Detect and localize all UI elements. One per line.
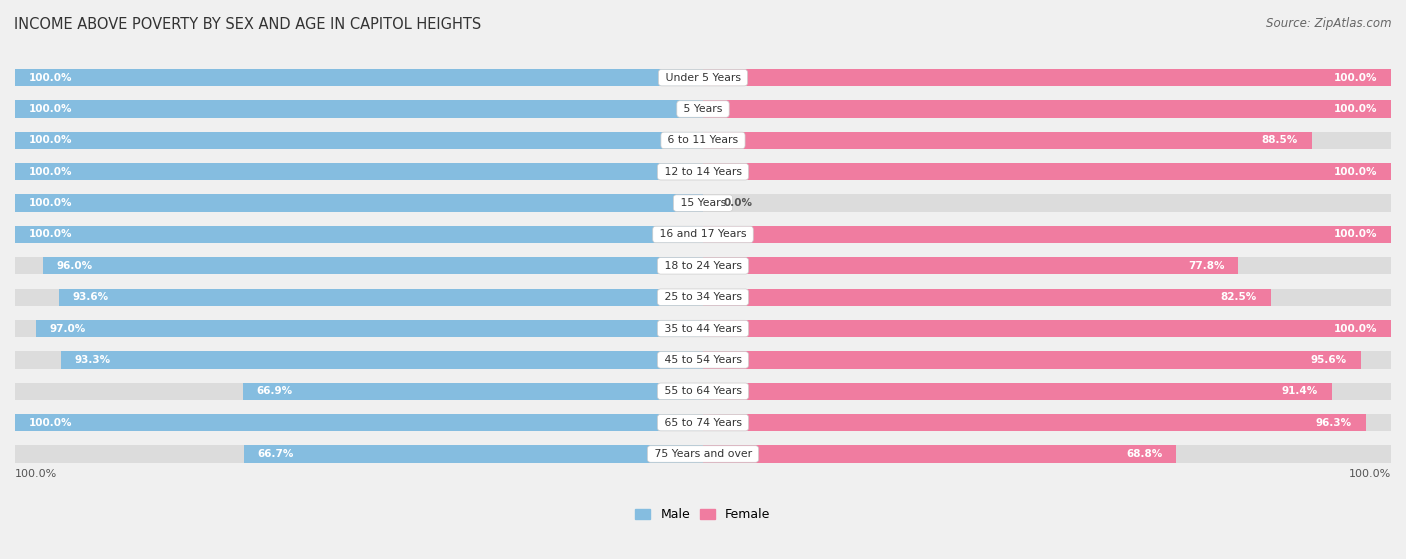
Bar [703,226,1391,243]
Text: 18 to 24 Years: 18 to 24 Years [661,261,745,271]
Bar [59,288,703,306]
Text: 82.5%: 82.5% [1220,292,1257,302]
Bar [15,101,703,117]
Text: 65 to 74 Years: 65 to 74 Years [661,418,745,428]
Bar [703,101,1391,117]
Bar [243,383,703,400]
Text: 25 to 34 Years: 25 to 34 Years [661,292,745,302]
Text: 100.0%: 100.0% [28,418,72,428]
Text: 100.0%: 100.0% [28,167,72,177]
Text: 66.9%: 66.9% [256,386,292,396]
Bar [15,69,703,86]
Bar [42,257,703,274]
Bar [15,226,703,243]
Bar [15,132,703,149]
Text: 93.3%: 93.3% [75,355,111,365]
Bar [15,132,703,149]
Legend: Male, Female: Male, Female [630,503,776,527]
Bar [703,351,1391,368]
Bar [703,132,1312,149]
Text: 100.0%: 100.0% [1334,229,1378,239]
Text: 100.0%: 100.0% [15,470,58,480]
Bar [703,446,1177,463]
Bar [15,414,703,431]
Text: 15 Years: 15 Years [676,198,730,208]
Text: 100.0%: 100.0% [28,229,72,239]
Text: 100.0%: 100.0% [28,73,72,83]
Bar [703,257,1391,274]
Text: 97.0%: 97.0% [49,324,86,334]
Bar [15,163,703,181]
Bar [35,320,703,337]
Bar [15,383,703,400]
Bar [703,288,1271,306]
Bar [703,414,1391,431]
Bar [703,69,1391,86]
Text: 68.8%: 68.8% [1126,449,1163,459]
Text: 35 to 44 Years: 35 to 44 Years [661,324,745,334]
Bar [15,446,703,463]
Text: 16 and 17 Years: 16 and 17 Years [657,229,749,239]
Bar [703,383,1331,400]
Bar [703,132,1391,149]
Text: 5 Years: 5 Years [681,104,725,114]
Text: 100.0%: 100.0% [1334,73,1378,83]
Bar [15,288,703,306]
Bar [703,383,1391,400]
Bar [703,288,1391,306]
Text: 12 to 14 Years: 12 to 14 Years [661,167,745,177]
Bar [15,414,703,431]
Bar [60,351,703,368]
Bar [245,446,703,463]
Text: Source: ZipAtlas.com: Source: ZipAtlas.com [1267,17,1392,30]
Text: INCOME ABOVE POVERTY BY SEX AND AGE IN CAPITOL HEIGHTS: INCOME ABOVE POVERTY BY SEX AND AGE IN C… [14,17,481,32]
Bar [703,320,1391,337]
Text: 100.0%: 100.0% [1334,324,1378,334]
Text: 0.0%: 0.0% [724,198,752,208]
Text: 96.0%: 96.0% [56,261,93,271]
Bar [703,351,1361,368]
Bar [703,101,1391,117]
Text: 45 to 54 Years: 45 to 54 Years [661,355,745,365]
Bar [15,195,703,212]
Bar [703,320,1391,337]
Text: 77.8%: 77.8% [1188,261,1225,271]
Text: 96.3%: 96.3% [1316,418,1351,428]
Bar [15,257,703,274]
Text: 91.4%: 91.4% [1282,386,1317,396]
Bar [15,163,703,181]
Bar [703,163,1391,181]
Text: 75 Years and over: 75 Years and over [651,449,755,459]
Text: Under 5 Years: Under 5 Years [662,73,744,83]
Bar [15,351,703,368]
Bar [15,195,703,212]
Bar [703,163,1391,181]
Bar [15,320,703,337]
Text: 100.0%: 100.0% [28,104,72,114]
Text: 100.0%: 100.0% [28,135,72,145]
Text: 93.6%: 93.6% [73,292,108,302]
Bar [15,226,703,243]
Bar [15,69,703,86]
Text: 100.0%: 100.0% [1348,470,1391,480]
Text: 66.7%: 66.7% [257,449,294,459]
Text: 100.0%: 100.0% [28,198,72,208]
Bar [703,69,1391,86]
Bar [703,195,1391,212]
Text: 55 to 64 Years: 55 to 64 Years [661,386,745,396]
Text: 100.0%: 100.0% [1334,167,1378,177]
Bar [703,414,1365,431]
Text: 88.5%: 88.5% [1261,135,1298,145]
Bar [703,257,1239,274]
Text: 95.6%: 95.6% [1310,355,1347,365]
Text: 100.0%: 100.0% [1334,104,1378,114]
Bar [15,101,703,117]
Bar [703,226,1391,243]
Text: 6 to 11 Years: 6 to 11 Years [664,135,742,145]
Bar [703,446,1391,463]
